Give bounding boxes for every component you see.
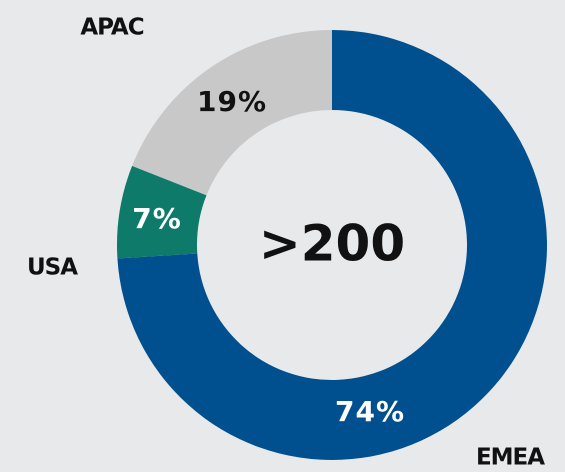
center-label: >200 — [259, 215, 405, 273]
slice — [117, 165, 207, 259]
slice — [117, 30, 547, 460]
value-label: 74% — [335, 395, 405, 428]
slice — [132, 30, 332, 196]
value-label: 7% — [132, 202, 182, 235]
value-label: 19% — [197, 85, 267, 118]
category-label: APAC — [80, 15, 143, 41]
category-label: USA — [27, 255, 78, 281]
category-label: EMEA — [476, 445, 545, 471]
